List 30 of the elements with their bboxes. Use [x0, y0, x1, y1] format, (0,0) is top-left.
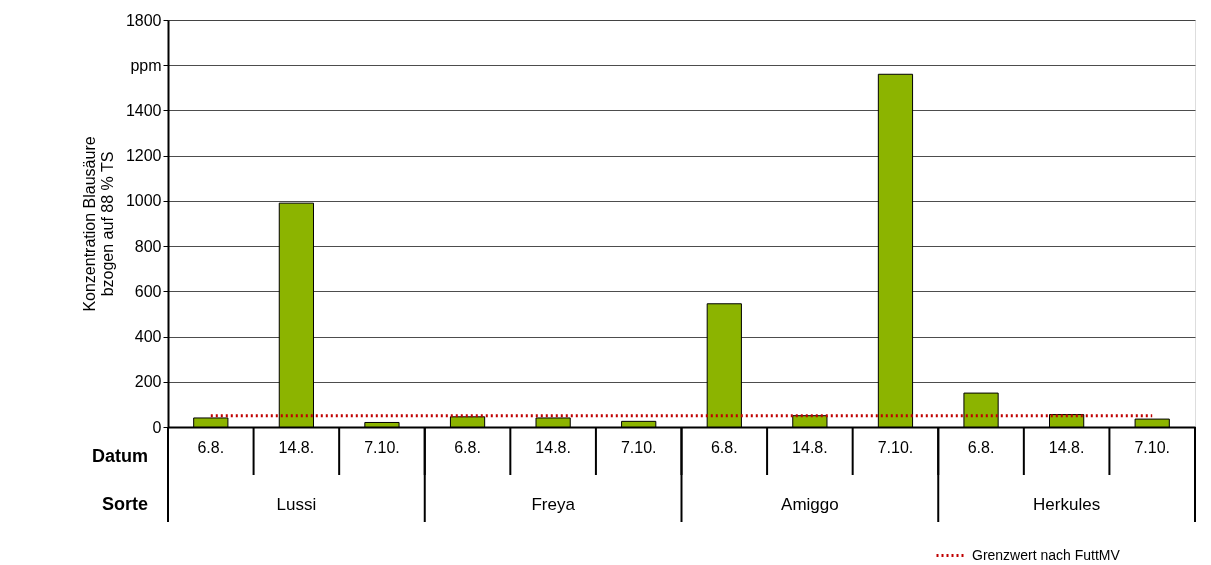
y-tick-label: 600	[134, 282, 162, 300]
y-tick-label: ppm	[130, 56, 162, 74]
y-tick-label: 1000	[125, 192, 162, 210]
x-tick-label: 6.8.	[710, 438, 738, 456]
text: Amiggo	[781, 495, 839, 514]
text: Datum	[91, 446, 148, 466]
text: Herkules	[1033, 495, 1101, 514]
y-tick-label: 1800	[125, 11, 162, 29]
x-tick-label: 7.10.	[877, 438, 914, 456]
y-axis-title: Konzentration Blausäure bzogen auf 88 % TS	[80, 136, 116, 312]
text: Freya	[531, 495, 576, 514]
x-tick-label: 6.8.	[454, 438, 481, 456]
y-tick-label: 200	[134, 373, 162, 391]
y-tick-label: 1200	[125, 147, 162, 165]
y-tick-label: 400	[134, 328, 162, 346]
x-tick-label: 7.10.	[620, 438, 657, 456]
x-tick-label: 14.8.	[278, 438, 315, 456]
y-tick-label: 1400	[125, 101, 162, 119]
x-tick-label: 14.8.	[792, 438, 828, 456]
y-tick-label: 800	[134, 237, 162, 255]
text: Lussi	[276, 495, 317, 514]
text: Sorte	[101, 494, 148, 514]
x-tick-label: 6.8.	[197, 438, 225, 456]
legend-label: Grenzwert nach FuttMV	[972, 546, 1121, 563]
x-tick-label: 14.8.	[535, 438, 571, 456]
x-tick-label: 14.8.	[1048, 438, 1085, 456]
y-tick-label: 0	[152, 418, 162, 436]
x-tick-label: 6.8.	[967, 438, 995, 456]
x-tick-label: 7.10.	[364, 438, 400, 456]
x-tick-label: 7.10.	[1134, 438, 1171, 456]
